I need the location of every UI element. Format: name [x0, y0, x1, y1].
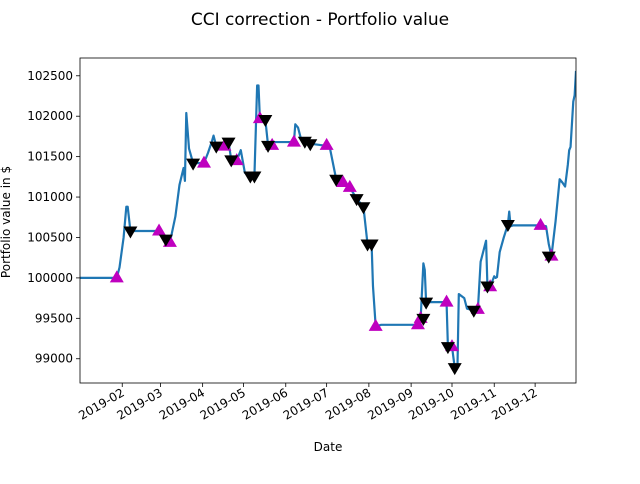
y-tick-label: 99000 — [35, 352, 73, 366]
sell-marker — [541, 251, 556, 264]
buy-marker — [342, 179, 357, 192]
y-axis-label: Portfolio value in $ — [0, 166, 13, 278]
x-tick-label: 2019-12 — [489, 385, 539, 422]
x-axis-label: Date — [314, 440, 343, 454]
sell-marker — [480, 281, 495, 294]
sell-marker — [209, 141, 224, 154]
buy-marker — [286, 134, 301, 147]
sell-marker — [258, 114, 273, 127]
buy-marker — [109, 270, 124, 283]
sell-marker — [419, 297, 434, 310]
buy-marker — [152, 223, 167, 236]
sell-marker — [221, 137, 236, 150]
y-tick-label: 100000 — [27, 271, 73, 285]
sell-marker — [247, 171, 262, 184]
sell-marker — [500, 220, 515, 233]
sell-marker — [466, 305, 481, 318]
buy-marker — [319, 137, 334, 150]
x-tick-label: 2019-11 — [448, 385, 498, 422]
sell-marker — [261, 140, 276, 153]
sell-marker — [349, 194, 364, 207]
buy-marker — [439, 294, 454, 307]
y-tick-label: 101500 — [27, 150, 73, 164]
y-tick-label: 100500 — [27, 230, 73, 244]
chart-title: CCI correction - Portfolio value — [191, 10, 449, 30]
buy-marker — [368, 318, 383, 331]
sell-marker — [303, 139, 318, 152]
x-tick-label: 2019-05 — [198, 385, 248, 422]
x-tick-label: 2019-06 — [240, 385, 290, 422]
x-tick-label: 2019-08 — [323, 385, 373, 422]
sell-marker — [447, 363, 462, 376]
buy-marker — [335, 175, 350, 188]
sell-marker — [224, 155, 239, 168]
x-tick-label: 2019-07 — [281, 385, 331, 422]
buy-marker — [410, 317, 425, 330]
buy-marker — [197, 155, 211, 168]
sell-marker — [158, 234, 173, 247]
y-tick-label: 99500 — [35, 311, 73, 325]
series-line-0 — [80, 70, 576, 369]
buy-marker — [533, 217, 548, 230]
sell-marker — [416, 313, 431, 326]
y-tick-label: 102000 — [27, 109, 73, 123]
y-tick-label: 102500 — [27, 69, 73, 83]
x-tick-label: 2019-10 — [406, 385, 456, 422]
x-tick-label: 2019-09 — [365, 385, 415, 422]
plot-area: 99000 99500 100000 100500 101000 101500 102000… — [27, 57, 577, 423]
sell-marker — [329, 174, 344, 187]
axes-frame — [79, 57, 577, 384]
sell-marker — [186, 158, 201, 171]
x-tick-label: 2019-04 — [157, 385, 207, 422]
sell-marker — [356, 202, 371, 215]
sell-marker — [440, 342, 455, 355]
y-tick-label: 101000 — [27, 190, 73, 204]
sell-marker — [364, 239, 379, 252]
sell-marker — [123, 226, 138, 239]
